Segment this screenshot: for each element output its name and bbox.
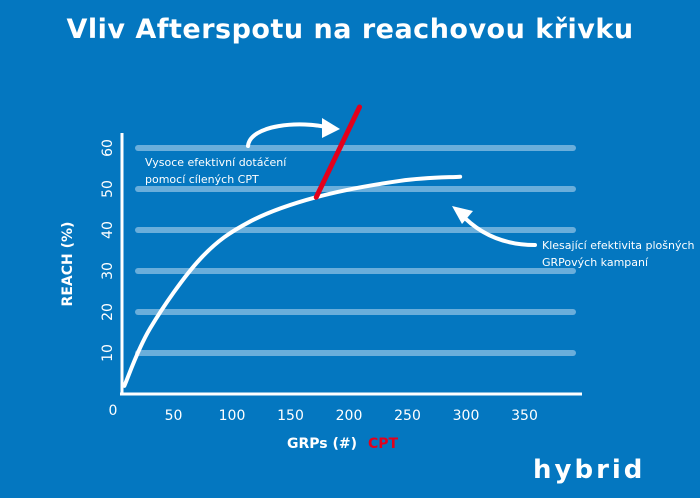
x-tick-label: 100 [219,408,246,424]
annotation-cpt-text: pomocí cílených CPT [145,173,259,186]
arrow-head [452,206,473,224]
y-tick-label: 60 [100,139,116,157]
y-tick-label: 20 [100,303,116,321]
annotation-grp-text: GRPových kampaní [542,256,649,269]
y-axis-label: REACH (%) [60,222,76,307]
chart-title: Vliv Afterspotu na reachovou křivku [66,14,634,45]
arrow-to-cpt [246,122,332,148]
annotation-cpt-text: Vysoce efektivní dotáčení [145,156,287,169]
x-axis-label: GRPs (#) [287,436,357,452]
y-tick-label: 30 [100,262,116,280]
hybrid-logo: hybrid [533,455,646,485]
x-tick-label: 200 [336,408,363,424]
arrow-head [322,118,340,138]
x-tick-label: 0 [109,403,118,419]
x-tick-label: 150 [277,408,304,424]
x-tick-label: 50 [165,408,183,424]
y-tick-label: 50 [100,180,116,198]
cpt-line [313,104,363,200]
x-tick-label: 250 [394,408,421,424]
x-axis-label-cpt: CPT [368,436,399,452]
x-tick-label: 300 [453,408,480,424]
y-tick-label: 40 [100,221,116,239]
annotation-grp-text: Klesající efektivita plošných [542,239,695,252]
x-tick-label: 350 [511,408,538,424]
y-tick-label: 10 [100,344,116,362]
arrow-to-curve [458,211,537,247]
reach-curve [122,174,463,388]
